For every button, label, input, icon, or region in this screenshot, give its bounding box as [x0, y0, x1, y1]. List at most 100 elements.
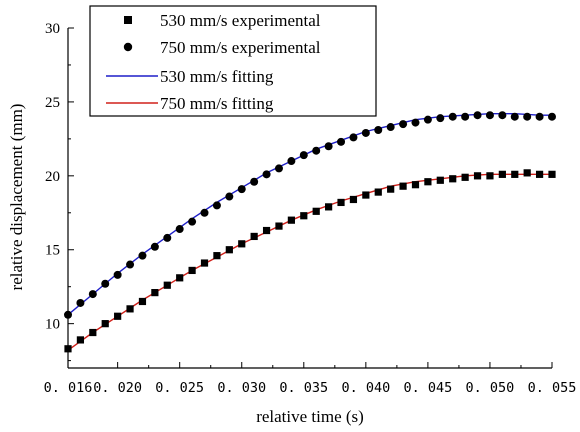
square-marker	[387, 185, 395, 193]
circle-marker	[175, 225, 184, 234]
square-marker	[138, 297, 147, 306]
square-marker	[262, 226, 271, 235]
circle-marker	[448, 112, 457, 121]
series-layer	[64, 111, 556, 353]
x-tick-label: 0. 020	[93, 380, 142, 396]
circle-marker	[76, 298, 85, 307]
square-marker	[151, 289, 159, 297]
square-marker	[200, 259, 209, 267]
square-marker	[76, 336, 85, 344]
square-marker	[312, 207, 320, 215]
square-marker	[238, 240, 246, 248]
legend-box	[89, 5, 377, 117]
square-marker	[176, 274, 184, 282]
square-marker	[374, 188, 382, 196]
legend-entry-label: 750 mm/s fitting	[160, 94, 274, 113]
axes-layer: 10 15 20 25 30 0. 016 0. 020 0. 025 0. 030 0. 035…	[44, 21, 577, 396]
circle-marker	[349, 133, 358, 142]
square-marker	[114, 312, 122, 320]
square-marker	[337, 198, 345, 207]
square-marker	[300, 212, 308, 220]
square-marker	[411, 181, 420, 189]
x-tick-label: 0. 050	[466, 380, 515, 396]
circle-marker	[88, 290, 97, 299]
square-marker	[101, 320, 109, 328]
y-tick-label: 25	[45, 95, 60, 111]
circle-marker	[485, 111, 494, 120]
circle-marker	[386, 123, 395, 132]
circle-marker	[138, 251, 147, 260]
circle-marker	[436, 114, 445, 123]
circle-marker	[212, 201, 221, 210]
circle-marker	[498, 111, 507, 120]
y-tick-label: 10	[45, 317, 60, 333]
square-marker	[461, 173, 469, 181]
x-tick-label: 0. 016	[44, 380, 93, 396]
circle-marker	[299, 151, 308, 160]
square-marker	[213, 252, 221, 260]
square-marker	[399, 182, 407, 190]
square-marker	[275, 222, 283, 230]
circle-marker	[324, 142, 333, 151]
square-marker	[486, 172, 494, 180]
x-tick-label: 0. 040	[341, 380, 390, 396]
legend-entry-label: 750 mm/s experimental	[160, 38, 321, 57]
square-marker	[362, 191, 370, 199]
x-tick-label: 0. 030	[217, 380, 266, 396]
square-marker	[225, 246, 233, 254]
circle-marker	[237, 185, 246, 194]
square-marker	[511, 170, 519, 178]
square-marker	[535, 170, 544, 178]
circle-marker	[188, 217, 197, 226]
legend-circle-marker	[123, 42, 133, 52]
circle-marker	[262, 170, 271, 179]
x-tick-label: 0. 035	[279, 380, 328, 396]
circle-marker	[274, 164, 283, 173]
square-marker	[523, 169, 531, 177]
circle-marker	[150, 242, 159, 251]
circle-marker	[399, 120, 408, 129]
square-marker	[188, 266, 196, 275]
x-axis-label: relative time (s)	[256, 407, 364, 426]
circle-marker	[113, 270, 122, 279]
circle-marker	[510, 112, 519, 121]
circle-marker	[361, 128, 370, 137]
square-marker	[449, 175, 457, 183]
square-marker	[349, 195, 358, 204]
circle-marker	[126, 260, 135, 269]
square-marker	[89, 328, 97, 337]
circle-marker	[423, 115, 432, 124]
circle-marker	[337, 137, 346, 146]
circle-marker	[101, 279, 110, 288]
circle-marker	[200, 208, 209, 217]
legend-square-marker	[124, 16, 132, 24]
circle-marker	[523, 112, 532, 121]
square-marker	[250, 232, 258, 241]
circle-marker	[548, 112, 556, 121]
circle-marker	[473, 111, 482, 120]
y-axis-label: relative displacement (mm)	[7, 104, 26, 291]
fit-line-2	[67, 112, 552, 316]
square-marker	[498, 170, 506, 178]
y-tick-label: 20	[45, 169, 60, 185]
circle-marker	[411, 118, 420, 127]
circle-marker	[225, 192, 234, 201]
y-tick-label: 30	[45, 21, 60, 37]
circle-marker	[312, 146, 321, 155]
legend: 530 mm/s experimental 750 mm/s experiment…	[89, 5, 377, 117]
circle-marker	[374, 126, 383, 134]
square-marker	[163, 281, 171, 289]
legend-entry-label: 530 mm/s fitting	[160, 67, 274, 86]
square-marker	[424, 178, 432, 186]
x-tick-label: 0. 025	[155, 380, 204, 396]
square-marker	[548, 170, 556, 178]
circle-marker	[461, 112, 470, 121]
square-marker	[473, 172, 482, 180]
square-marker	[325, 203, 333, 211]
fit-line-3	[67, 173, 552, 351]
circle-marker	[535, 112, 544, 121]
circle-marker	[287, 157, 296, 166]
legend-entry-label: 530 mm/s experimental	[160, 11, 321, 30]
y-tick-label: 15	[45, 243, 60, 259]
